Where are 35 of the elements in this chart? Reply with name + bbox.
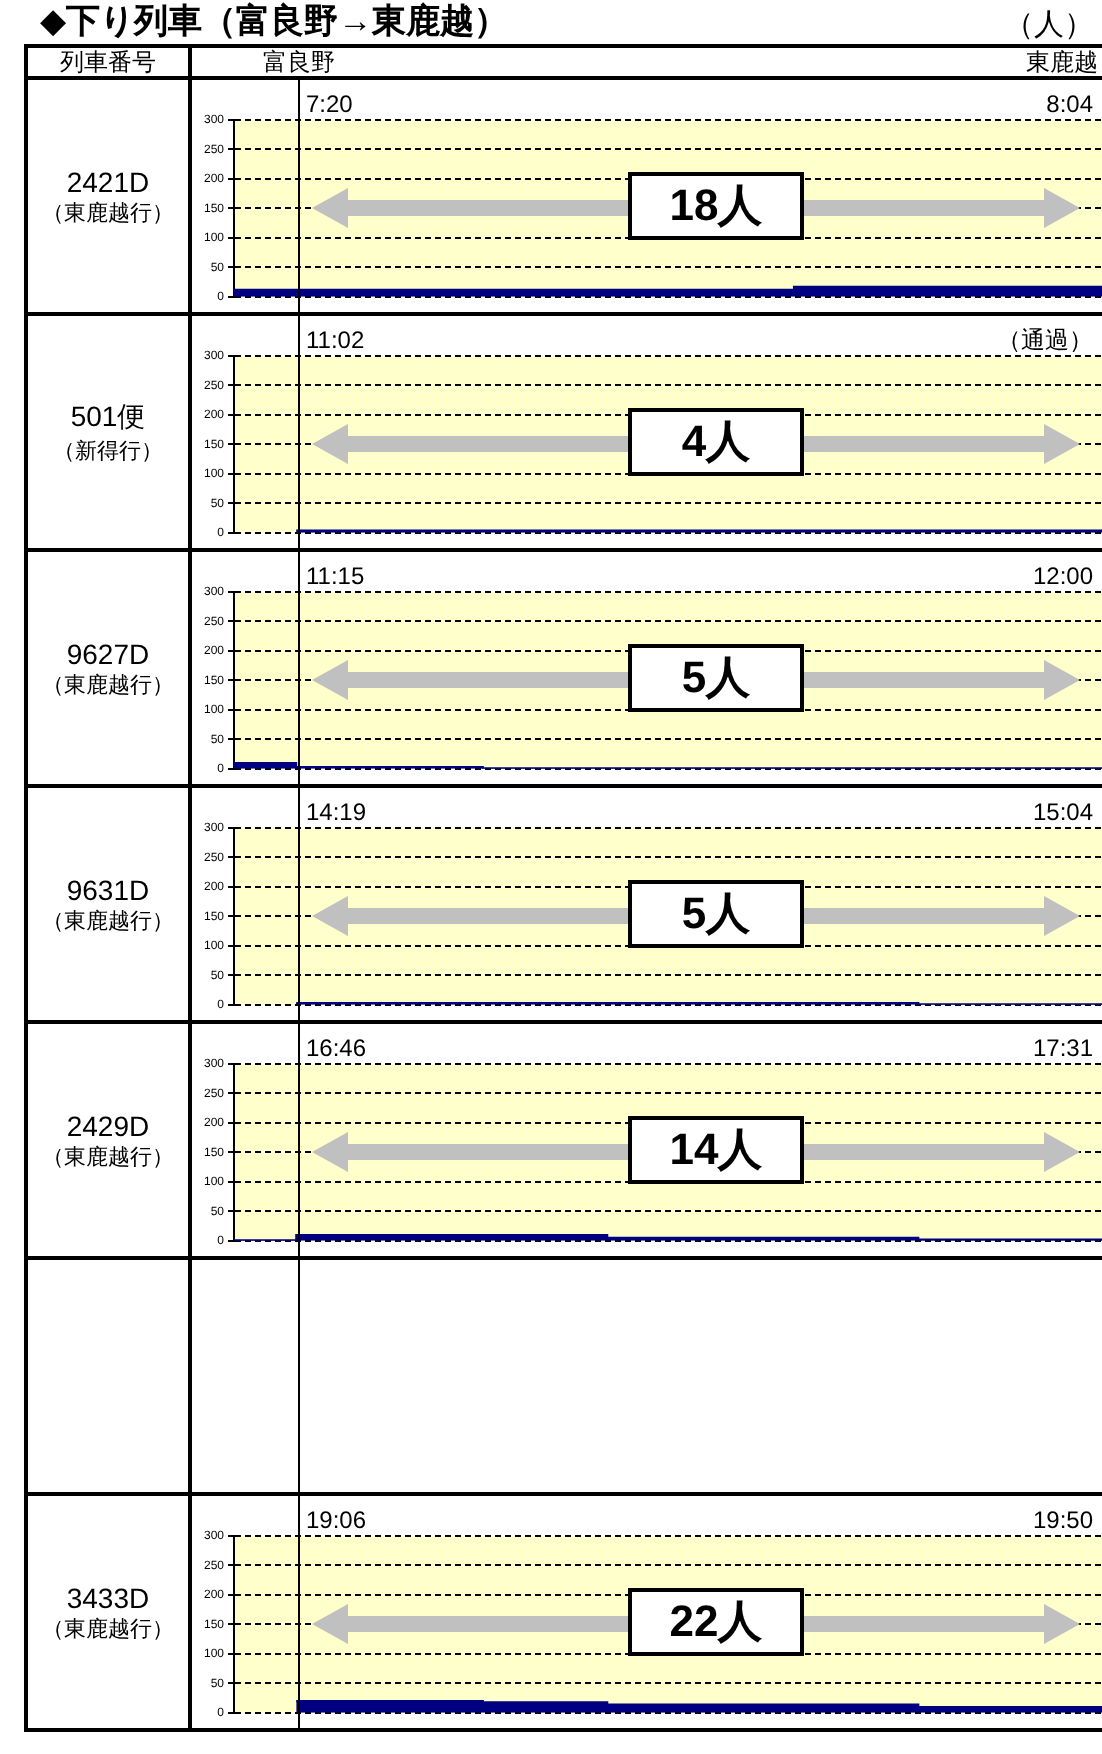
annotation: 22人 [628,1588,804,1656]
text: 11:15 [306,562,365,590]
text: 列車番号 [28,48,192,76]
text: 3433D [66,1581,150,1613]
text: 19:06 [306,1506,367,1534]
annotation: 4人 [628,408,804,476]
text: （通過） [997,326,1093,354]
text: （新得行） [53,437,163,465]
text: 9627D [66,637,150,669]
text: 9631D [66,873,150,905]
annotation: 18人 [628,172,804,240]
text: 16:46 [306,1034,367,1062]
text: 東鹿越 [1026,48,1098,76]
text: 14:19 [306,798,367,826]
text: 7:20 [306,90,354,118]
text: （東鹿越行） [42,907,174,935]
text: 11:02 [306,326,365,354]
annotation: 5人 [628,880,804,948]
text: 富良野 [263,48,336,76]
text: ◆下り列車（富良野→東鹿越） [40,0,509,44]
text: 2429D [66,1109,150,1141]
annotation: 5人 [628,644,804,712]
text: 501便 [70,399,146,435]
text: 12:00 [1032,562,1094,590]
text: 2421D [66,165,150,197]
text: 19:50 [1032,1506,1094,1534]
text: （東鹿越行） [42,199,174,227]
text: （東鹿越行） [42,1615,174,1643]
annotation: 14人 [628,1116,804,1184]
text: （東鹿越行） [42,1143,174,1171]
text: （東鹿越行） [42,671,174,699]
text: 8:04 [1046,90,1094,118]
text: 15:04 [1032,798,1094,826]
text: 17:31 [1032,1034,1094,1062]
text: （人） [1004,6,1094,44]
